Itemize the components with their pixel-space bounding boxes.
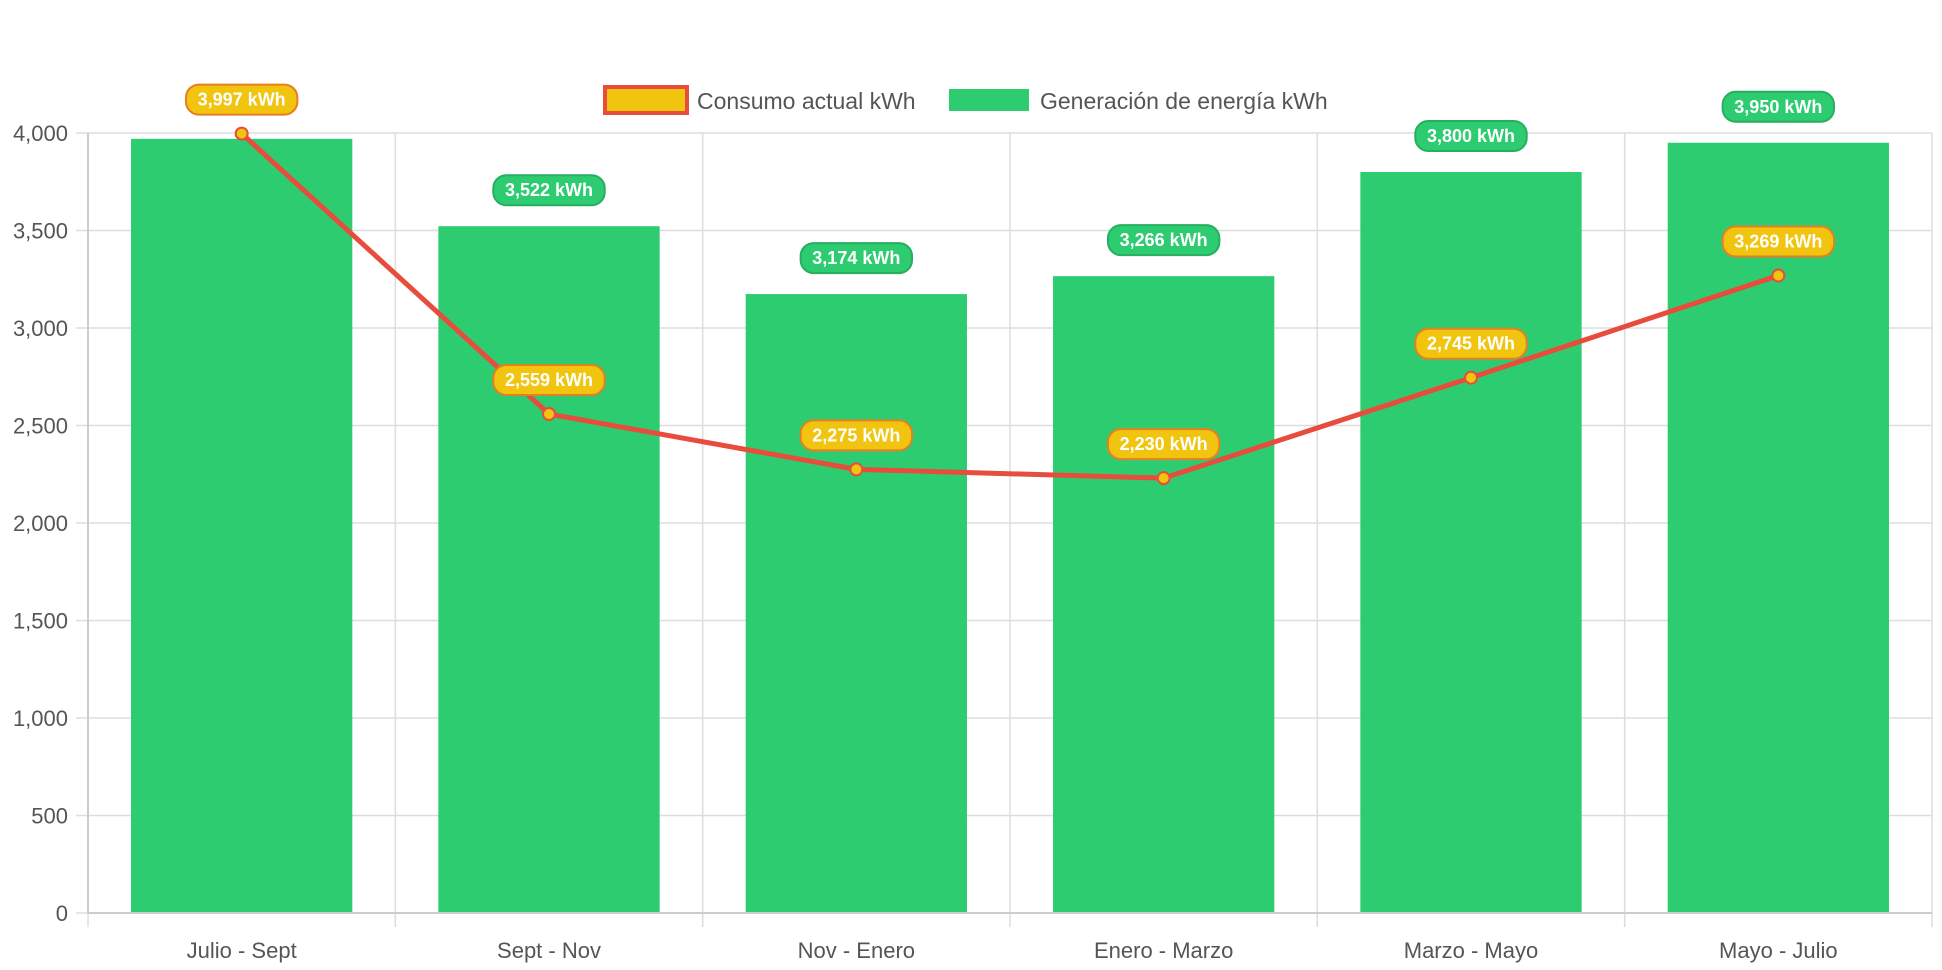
data-label-consumo-text: 2,559 kWh <box>505 370 593 390</box>
data-label-generacion-bg <box>492 174 606 207</box>
data-label-consumo: 2,230 kWh <box>1106 428 1221 461</box>
data-label-consumo-text: 2,275 kWh <box>812 425 900 445</box>
bar-generacion[interactable] <box>1667 142 1889 913</box>
y-tick-label: 3,000 <box>13 316 68 341</box>
legend[interactable]: Consumo actual kWh Generación de energía… <box>603 85 1328 115</box>
data-label-generacion-bg <box>1414 120 1528 152</box>
data-label-generacion-bg <box>799 242 914 275</box>
point-consumo[interactable] <box>542 406 556 421</box>
data-label-generacion-text: 3,266 kWh <box>1120 230 1208 250</box>
legend-label-consumo[interactable]: Consumo actual kWh <box>697 88 916 114</box>
x-tick-label: Sept - Nov <box>497 938 601 963</box>
point-consumo[interactable] <box>1771 268 1786 283</box>
data-labels-layer: 3,522 kWh 3,174 kWh 3,266 kWh 3,800 kWh 3,95… <box>184 83 1836 461</box>
point-consumo[interactable] <box>1156 471 1171 486</box>
data-label-consumo-bg <box>1414 327 1528 360</box>
x-tick-label: Julio - Sept <box>187 938 297 963</box>
data-label-consumo: 2,745 kWh <box>1414 327 1528 360</box>
point-consumo[interactable] <box>234 126 249 141</box>
bar-generacion[interactable] <box>438 226 660 913</box>
data-label-generacion-text: 3,522 kWh <box>505 180 593 200</box>
data-label-consumo-text: 3,269 kWh <box>1734 232 1822 252</box>
x-tick-label: Mayo - Julio <box>1719 938 1838 963</box>
data-label-consumo: 2,559 kWh <box>492 363 606 396</box>
x-tick-label: Enero - Marzo <box>1094 938 1233 963</box>
data-label-generacion-text: 3,800 kWh <box>1427 126 1515 146</box>
data-label-consumo: 3,269 kWh <box>1721 225 1836 258</box>
data-label-generacion: 3,800 kWh <box>1414 120 1528 152</box>
bar-generacion[interactable] <box>1360 172 1582 913</box>
bar-generacion[interactable] <box>1053 276 1275 913</box>
data-label-consumo-bg <box>1106 428 1221 461</box>
grid-layer <box>76 132 1933 927</box>
point-consumo[interactable] <box>849 462 864 477</box>
y-tick-label: 500 <box>31 804 68 829</box>
bars-layer <box>131 138 1889 914</box>
data-label-consumo: 2,275 kWh <box>799 419 914 452</box>
y-tick-label: 1,500 <box>13 609 68 634</box>
x-tick-label: Marzo - Mayo <box>1404 938 1538 963</box>
y-tick-label: 1,000 <box>13 706 68 731</box>
data-label-consumo: 3,997 kWh <box>184 83 299 116</box>
x-tick-label: Nov - Enero <box>798 938 915 963</box>
data-label-generacion-bg <box>1721 90 1836 123</box>
legend-swatch-consumo[interactable] <box>603 85 689 115</box>
data-label-generacion: 3,174 kWh <box>799 242 914 275</box>
data-label-consumo-bg <box>1721 225 1836 258</box>
y-tick-label: 2,500 <box>13 414 68 439</box>
data-label-generacion: 3,950 kWh <box>1721 90 1836 123</box>
data-label-consumo-text: 2,745 kWh <box>1427 334 1515 354</box>
data-label-generacion: 3,522 kWh <box>492 174 606 207</box>
data-label-consumo-bg <box>799 419 914 452</box>
legend-label-generacion[interactable]: Generación de energía kWh <box>1040 88 1328 114</box>
data-label-generacion-bg <box>1106 224 1221 257</box>
y-tick-label: 2,000 <box>13 511 68 536</box>
bar-generacion[interactable] <box>131 138 353 914</box>
y-tick-label: 4,000 <box>13 121 68 146</box>
legend-swatch-generacion[interactable] <box>949 89 1029 111</box>
data-label-generacion: 3,266 kWh <box>1106 224 1221 257</box>
data-label-consumo-bg <box>492 363 606 396</box>
data-label-consumo-text: 3,997 kWh <box>198 90 286 110</box>
y-tick-label: 0 <box>56 901 68 926</box>
y-tick-label: 3,500 <box>13 219 68 244</box>
data-label-generacion-text: 3,950 kWh <box>1734 97 1822 117</box>
point-consumo[interactable] <box>1464 370 1478 385</box>
bar-generacion[interactable] <box>745 294 967 913</box>
data-label-consumo-text: 2,230 kWh <box>1120 434 1208 454</box>
data-label-consumo-bg <box>184 83 299 116</box>
axes-layer: 0 500 1,000 1,500 2,000 2,500 3,000 3,500 4,000 J… <box>13 121 1932 963</box>
data-label-generacion-text: 3,174 kWh <box>812 248 900 268</box>
